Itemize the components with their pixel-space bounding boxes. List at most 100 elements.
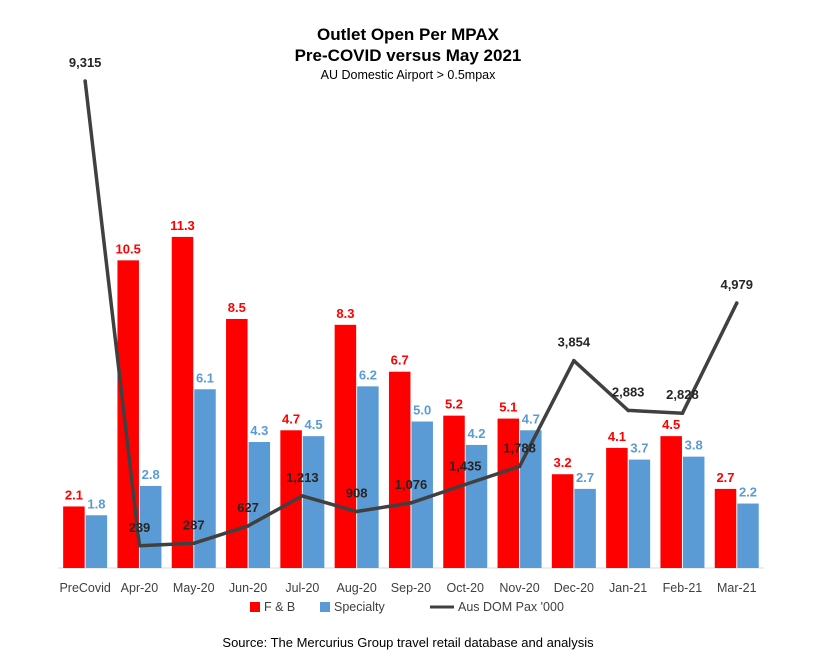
x-tick-label: Jan-21	[609, 581, 647, 595]
bar-specialty	[357, 386, 379, 568]
x-tick-label: Feb-21	[663, 581, 703, 595]
data-label-pax: 1,435	[449, 459, 482, 474]
data-label-pax: 2,828	[666, 387, 699, 402]
data-label-specialty: 2.2	[739, 485, 757, 500]
chart-subtitle: Pre-COVID versus May 2021	[294, 46, 522, 65]
data-label-pax: 627	[237, 500, 259, 515]
pax-point	[680, 411, 685, 416]
legend-label-pax: Aus DOM Pax '000	[458, 600, 564, 614]
pax-point	[246, 524, 250, 528]
bar-specialty	[737, 503, 759, 568]
data-label-specialty: 5.0	[413, 403, 431, 418]
bar-specialty	[85, 515, 108, 568]
x-tick-label: Apr-20	[121, 581, 159, 595]
data-label-pax: 4,979	[720, 277, 753, 292]
bar-fnb	[606, 447, 628, 568]
pax-point	[83, 79, 87, 83]
x-tick-label: Oct-20	[446, 581, 484, 595]
legend-label-specialty: Specialty	[334, 600, 385, 614]
x-tick-label: Sep-20	[391, 581, 431, 595]
x-tick-label: Dec-20	[554, 581, 594, 595]
bar-specialty	[574, 488, 596, 568]
data-label-fnb: 2.1	[65, 487, 83, 502]
bar-fnb	[280, 430, 302, 568]
legend-swatch-fnb	[250, 602, 260, 612]
data-label-pax: 1,076	[395, 477, 428, 492]
bar-specialty	[682, 456, 705, 568]
data-label-pax: 1,213	[286, 470, 319, 485]
data-label-pax: 287	[183, 517, 205, 532]
pax-point	[137, 543, 142, 548]
legend-label-fnb: F & B	[264, 600, 295, 614]
bar-specialty	[465, 444, 488, 568]
pax-point	[517, 464, 522, 469]
bar-specialty	[411, 421, 433, 568]
pax-point	[191, 541, 196, 546]
data-label-specialty: 3.7	[630, 441, 648, 456]
data-label-fnb: 5.1	[499, 400, 517, 415]
pax-point	[354, 509, 359, 514]
data-label-specialty: 1.8	[87, 496, 105, 511]
bar-fnb	[660, 436, 682, 568]
data-label-specialty: 2.8	[142, 467, 160, 482]
pax-point	[300, 494, 305, 498]
data-label-pax: 2,883	[612, 384, 645, 399]
data-label-specialty: 4.7	[522, 411, 540, 426]
bar-fnb	[443, 415, 465, 568]
data-label-specialty: 4.2	[467, 426, 485, 441]
data-label-specialty: 4.5	[305, 417, 323, 432]
data-label-fnb: 4.1	[608, 429, 626, 444]
data-label-fnb: 8.3	[336, 306, 354, 321]
x-tick-label: May-20	[173, 581, 215, 595]
bar-fnb	[497, 418, 520, 568]
bar-specialty	[194, 389, 216, 568]
data-label-fnb: 4.5	[662, 417, 680, 432]
pax-point	[409, 501, 413, 505]
data-label-specialty: 2.7	[576, 470, 594, 485]
data-label-pax: 3,854	[558, 335, 591, 350]
x-tick-label: Mar-21	[717, 581, 757, 595]
chart-title: Outlet Open Per MPAX	[317, 25, 499, 44]
data-label-fnb: 10.5	[116, 241, 141, 256]
data-label-fnb: 5.2	[445, 397, 463, 412]
data-label-specialty: 3.8	[685, 438, 703, 453]
pax-point	[734, 301, 739, 305]
data-label-specialty: 4.3	[250, 423, 268, 438]
bar-specialty	[139, 485, 162, 568]
x-tick-label: Nov-20	[499, 581, 539, 595]
data-label-specialty: 6.1	[196, 370, 214, 385]
x-tick-label: Aug-20	[336, 581, 376, 595]
pax-point	[463, 482, 468, 487]
bar-specialty	[248, 442, 271, 568]
data-label-specialty: 6.2	[359, 367, 377, 382]
data-label-fnb: 4.7	[282, 411, 300, 426]
x-tick-label: Jun-20	[229, 581, 267, 595]
bar-fnb	[226, 318, 248, 568]
x-tick-label: Jul-20	[285, 581, 319, 595]
bar-fnb	[388, 371, 411, 568]
data-label-pax: 239	[129, 520, 151, 535]
data-label-fnb: 8.5	[228, 300, 246, 315]
data-label-fnb: 3.2	[554, 455, 572, 470]
data-label-fnb: 6.7	[391, 353, 409, 368]
legend-swatch-specialty	[320, 602, 330, 612]
data-label-fnb: 11.3	[170, 218, 195, 233]
bar-fnb	[63, 506, 85, 568]
bar-fnb	[551, 474, 574, 568]
bar-fnb	[714, 488, 737, 568]
bar-specialty	[302, 436, 325, 568]
data-label-pax: 9,315	[69, 55, 102, 70]
data-label-pax: 908	[346, 486, 368, 501]
bar-specialty	[628, 459, 651, 568]
bar-fnb	[171, 236, 194, 568]
pax-point	[626, 408, 630, 413]
chart-subtitle-secondary: AU Domestic Airport > 0.5mpax	[320, 68, 496, 82]
chart-titles: Outlet Open Per MPAX Pre-COVID versus Ma…	[0, 24, 816, 83]
data-label-fnb: 2.7	[716, 470, 734, 485]
x-tick-label: PreCovid	[59, 581, 110, 595]
bar-specialty	[520, 430, 542, 568]
source-note: Source: The Mercurius Group travel retai…	[222, 635, 594, 650]
data-label-pax: 1,788	[503, 440, 536, 455]
bar-fnb	[334, 324, 357, 568]
